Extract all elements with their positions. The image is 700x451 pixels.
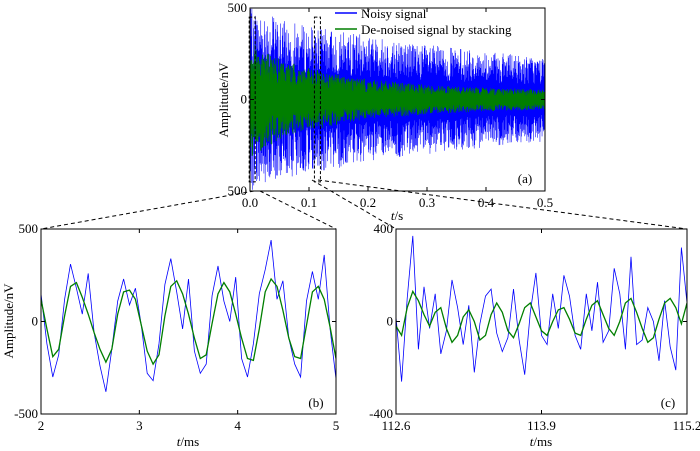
series-noisy-signal-b xyxy=(41,240,336,392)
series-denoised-signal-a xyxy=(250,44,545,156)
x-axis-label-a: t/s xyxy=(391,208,403,223)
series-denoised-signal-b xyxy=(41,277,336,366)
panel-a-xtick-label: 0.4 xyxy=(478,195,495,210)
panel-a-ytick-label: 0 xyxy=(241,92,248,107)
panel-a-xtick-label: 0.3 xyxy=(419,195,435,210)
x-axis-label-b: t/ms xyxy=(177,434,199,449)
legend-label-denoised: De-noised signal by stacking xyxy=(361,22,512,37)
axis-ticks-a: 0.0 0.1 0.2 0.3 0.4 0.5 500 0 500 xyxy=(228,0,554,210)
panel-a-xtick-label: 0.2 xyxy=(360,195,376,210)
panel-a-xtick-label: 0.5 xyxy=(537,195,553,210)
panel-a-ytick-label: 500 xyxy=(228,183,248,198)
panel-b-xtick-label: 5 xyxy=(333,418,340,433)
axis-ticks-b: 2 3 4 5 -500 0 500 xyxy=(14,221,339,433)
connector-b-right xyxy=(259,190,337,230)
panel-c-xtick-label: 113.9 xyxy=(527,418,556,433)
panel-b-ytick-label: 0 xyxy=(32,314,39,329)
panel-c-ytick-label: 0 xyxy=(387,314,394,329)
panel-a-xtick-label: 0.1 xyxy=(301,195,317,210)
panel-b-xtick-label: 3 xyxy=(136,418,143,433)
panel-a-ytick-label: 500 xyxy=(228,0,248,15)
panel-c-ytick-label: -400 xyxy=(369,406,393,421)
panel-a-chart: 0.0 0.1 0.2 0.3 0.4 0.5 500 0 500 Noisy signal D… xyxy=(216,0,553,223)
plot-frame-b xyxy=(40,228,337,415)
x-axis-label-a-unit: /s xyxy=(394,208,403,223)
connector-c-right xyxy=(317,179,688,230)
panel-c-ytick-label: 400 xyxy=(374,221,394,236)
zoom-box-b xyxy=(248,16,256,183)
axis-ticks-c: 112.6 113.9 115.2 -400 0 400 xyxy=(369,221,700,433)
panel-c-chart: 112.6 113.9 115.2 -400 0 400 (c) t/ms xyxy=(369,221,700,449)
y-axis-label-a: Amplitude/nV xyxy=(216,62,231,138)
zoom-boxes-a xyxy=(248,16,321,183)
panel-c-xtick-label: 112.6 xyxy=(382,418,411,433)
zoom-connectors xyxy=(40,179,688,230)
x-axis-label-b-unit: /ms xyxy=(180,434,199,449)
connector-b-left xyxy=(40,190,255,230)
x-axis-label-c: t/ms xyxy=(530,434,552,449)
panel-a-xtick-label: 0.0 xyxy=(242,195,258,210)
legend-label-noisy: Noisy signal xyxy=(361,6,427,21)
panel-label-b: (b) xyxy=(308,395,323,410)
x-axis-label-c-var: t xyxy=(530,434,534,449)
panel-label-c: (c) xyxy=(661,395,675,410)
panel-b-xtick-label: 2 xyxy=(38,418,45,433)
panel-b-ytick-label: 500 xyxy=(19,221,39,236)
panel-label-a: (a) xyxy=(518,171,532,186)
zoom-box-c xyxy=(313,16,321,183)
x-axis-label-c-unit: /ms xyxy=(533,434,552,449)
legend: Noisy signal De-noised signal by stackin… xyxy=(335,6,512,37)
x-axis-label-a-var: t xyxy=(391,208,395,223)
series-noisy-signal-c xyxy=(396,235,687,382)
connector-c-left xyxy=(311,179,397,230)
panel-b-ytick-label: -500 xyxy=(14,406,38,421)
panel-b-chart: 2 3 4 5 -500 0 500 (b) Amplitude/nV t/ms xyxy=(1,221,339,449)
x-axis-label-b-var: t xyxy=(177,434,181,449)
series-denoised-signal-c xyxy=(396,289,687,344)
panel-c-xtick-label: 115.2 xyxy=(673,418,700,433)
plot-frame-c xyxy=(395,228,688,415)
panel-b-xtick-label: 4 xyxy=(234,418,241,433)
y-axis-label-b: Amplitude/nV xyxy=(1,283,16,359)
